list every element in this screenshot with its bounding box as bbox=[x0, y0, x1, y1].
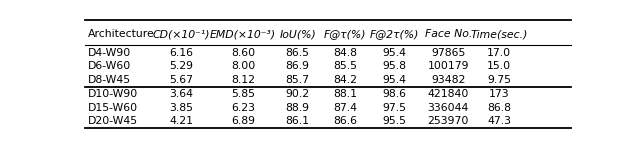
Text: 90.2: 90.2 bbox=[285, 89, 310, 99]
Text: 8.12: 8.12 bbox=[231, 75, 255, 85]
Text: 97.5: 97.5 bbox=[383, 103, 407, 113]
Text: 6.16: 6.16 bbox=[169, 48, 193, 58]
Text: 95.4: 95.4 bbox=[383, 48, 407, 58]
Text: 95.4: 95.4 bbox=[383, 75, 407, 85]
Text: 84.2: 84.2 bbox=[333, 75, 357, 85]
Text: 93482: 93482 bbox=[431, 75, 465, 85]
Text: 86.5: 86.5 bbox=[285, 48, 310, 58]
Text: 85.7: 85.7 bbox=[285, 75, 310, 85]
Text: 95.8: 95.8 bbox=[383, 61, 407, 71]
Text: 8.60: 8.60 bbox=[231, 48, 255, 58]
Text: 421840: 421840 bbox=[428, 89, 469, 99]
Text: 3.64: 3.64 bbox=[169, 89, 193, 99]
Text: 15.0: 15.0 bbox=[487, 61, 511, 71]
Text: 95.5: 95.5 bbox=[383, 116, 407, 126]
Text: 84.8: 84.8 bbox=[333, 48, 357, 58]
Text: 47.3: 47.3 bbox=[487, 116, 511, 126]
Text: 86.9: 86.9 bbox=[285, 61, 310, 71]
Text: 100179: 100179 bbox=[428, 61, 469, 71]
Text: 5.29: 5.29 bbox=[169, 61, 193, 71]
Text: 3.85: 3.85 bbox=[169, 103, 193, 113]
Text: 9.75: 9.75 bbox=[487, 75, 511, 85]
Text: 98.6: 98.6 bbox=[383, 89, 407, 99]
Text: 97865: 97865 bbox=[431, 48, 465, 58]
Text: D4-W90: D4-W90 bbox=[88, 48, 131, 58]
Text: EMD(×10⁻³): EMD(×10⁻³) bbox=[210, 29, 276, 39]
Text: 5.67: 5.67 bbox=[169, 75, 193, 85]
Text: 86.8: 86.8 bbox=[487, 103, 511, 113]
Text: 86.6: 86.6 bbox=[333, 116, 357, 126]
Text: F@2τ(%): F@2τ(%) bbox=[370, 29, 420, 39]
Text: D15-W60: D15-W60 bbox=[88, 103, 138, 113]
Text: Time(sec.): Time(sec.) bbox=[470, 29, 528, 39]
Text: 87.4: 87.4 bbox=[333, 103, 357, 113]
Text: 17.0: 17.0 bbox=[487, 48, 511, 58]
Text: D20-W45: D20-W45 bbox=[88, 116, 138, 126]
Text: 173: 173 bbox=[489, 89, 509, 99]
Text: Face No.: Face No. bbox=[424, 29, 472, 39]
Text: 4.21: 4.21 bbox=[169, 116, 193, 126]
Text: F@τ(%): F@τ(%) bbox=[324, 29, 366, 39]
Text: 85.5: 85.5 bbox=[333, 61, 357, 71]
Text: 8.00: 8.00 bbox=[231, 61, 255, 71]
Text: D10-W90: D10-W90 bbox=[88, 89, 138, 99]
Text: CD(×10⁻¹): CD(×10⁻¹) bbox=[152, 29, 210, 39]
Text: D8-W45: D8-W45 bbox=[88, 75, 131, 85]
Text: 86.1: 86.1 bbox=[285, 116, 310, 126]
Text: D6-W60: D6-W60 bbox=[88, 61, 131, 71]
Text: 88.1: 88.1 bbox=[333, 89, 357, 99]
Text: 88.9: 88.9 bbox=[285, 103, 310, 113]
Text: 6.23: 6.23 bbox=[231, 103, 255, 113]
Text: 6.89: 6.89 bbox=[231, 116, 255, 126]
Text: 336044: 336044 bbox=[428, 103, 469, 113]
Text: 5.85: 5.85 bbox=[231, 89, 255, 99]
Text: 253970: 253970 bbox=[428, 116, 469, 126]
Text: IoU(%): IoU(%) bbox=[279, 29, 316, 39]
Text: Architecture: Architecture bbox=[88, 29, 155, 39]
